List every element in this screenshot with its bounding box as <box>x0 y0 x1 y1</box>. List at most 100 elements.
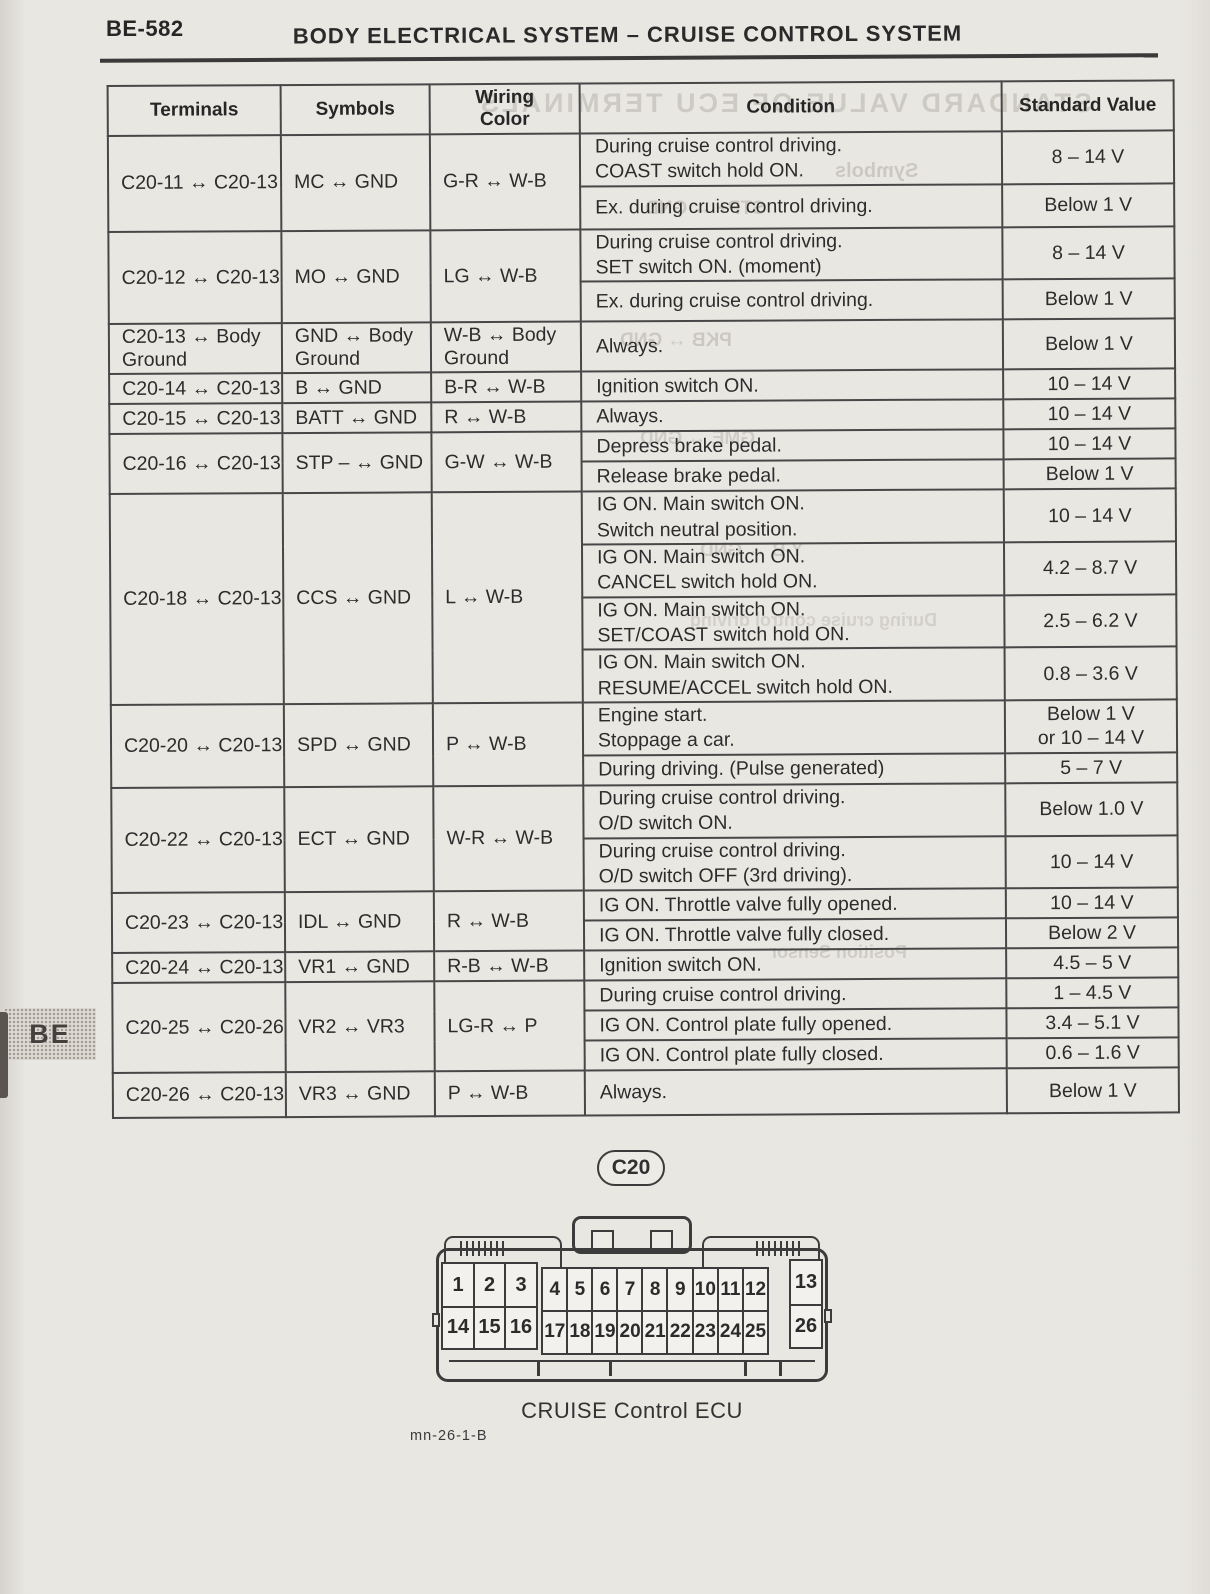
pin-cell: 2 <box>472 1262 507 1308</box>
pin-cell: 6 <box>591 1267 619 1312</box>
base-notch <box>779 1362 782 1376</box>
figure-caption: CRUISE Control ECU <box>521 1398 743 1423</box>
pin-cell: 25 <box>741 1309 770 1355</box>
condition-cell: Ex. during cruise control driving. <box>580 279 1003 322</box>
standard-value-cell: Below 1 V <box>1002 318 1176 370</box>
col-header-wiring-color: Wiring Color <box>429 83 580 135</box>
pin-cell: 17 <box>541 1309 569 1355</box>
pin-cell: 18 <box>566 1309 594 1355</box>
base-notch <box>609 1362 612 1376</box>
standard-value-cell: 10 – 14 V <box>1003 368 1176 400</box>
terminals-cell: C20-16 ↔ C20-13 <box>109 433 283 495</box>
symbols-cell: CCS ↔ GND <box>282 492 433 705</box>
symbols-cell: STP – ↔ GND <box>282 432 432 494</box>
condition-cell: During cruise control driving. <box>584 978 1007 1011</box>
base-notch <box>744 1362 747 1376</box>
standard-value-cell: 4.2 – 8.7 V <box>1003 541 1177 596</box>
terminals-cell: C20-23 ↔ C20-13 <box>111 892 286 954</box>
pin-cell: 26 <box>789 1303 823 1349</box>
symbols-cell: IDL ↔ GND <box>284 891 435 953</box>
standard-value-cell: 1 – 4.5 V <box>1006 977 1179 1009</box>
table-row: C20-18 ↔ C20-13 CCS ↔ GND L ↔ W-B IG ON.… <box>109 488 1176 706</box>
base-notch <box>537 1362 540 1376</box>
standard-value-cell: Below 1 V <box>1006 1067 1179 1114</box>
symbols-cell: VR1 ↔ GND <box>285 951 435 983</box>
condition-cell: IG ON. Main switch ON. SET/COAST switch … <box>582 595 1005 650</box>
pin-cell: 23 <box>691 1309 720 1355</box>
pin-cell: 8 <box>641 1267 669 1312</box>
pin-cell: 16 <box>504 1305 538 1350</box>
wiring-color-cell: LG-R ↔ P <box>434 980 585 1072</box>
connector-base <box>449 1360 815 1376</box>
page-code: BE-582 <box>106 16 184 41</box>
standard-value-cell: Below 1 V or 10 – 14 V <box>1004 699 1178 754</box>
condition-cell: Depress brake pedal. <box>581 429 1004 462</box>
pin-cell: 7 <box>616 1267 644 1312</box>
condition-cell: IG ON. Throttle valve fully opened. <box>583 888 1006 921</box>
table-row: C20-13 ↔ Body Ground GND ↔ Body Ground W… <box>108 318 1176 375</box>
pin-cell: 15 <box>472 1305 507 1350</box>
condition-cell: IG ON. Main switch ON. Switch neutral po… <box>581 489 1004 545</box>
standard-value-cell: 8 – 14 V <box>1002 226 1175 280</box>
table-header-row: Terminals Symbols Wiring Color Condition… <box>107 80 1174 137</box>
col-header-symbols: Symbols <box>280 84 430 136</box>
symbols-cell: MC ↔ GND <box>280 134 431 231</box>
table-row: C20-20 ↔ C20-13 SPD ↔ GND P ↔ W-B Engine… <box>110 699 1178 788</box>
standard-value-cell: 10 – 14 V <box>1003 398 1176 430</box>
standard-value-cell: Below 1 V <box>1002 278 1175 320</box>
wiring-color-cell: R ↔ W-B <box>431 401 582 433</box>
condition-cell: Ex. during cruise control driving. <box>580 184 1003 230</box>
condition-cell: IG ON. Control plate fully closed. <box>584 1038 1007 1071</box>
wiring-color-cell: P ↔ W-B <box>432 702 584 787</box>
symbols-cell: B ↔ GND <box>282 372 432 404</box>
condition-cell: During cruise control driving. O/D switc… <box>583 783 1006 839</box>
connector-side-notch <box>824 1309 832 1323</box>
connector-body: 1 2 3 14 15 16 4 5 6 7 8 9 10 11 12 <box>432 1248 832 1382</box>
terminals-cell: C20-20 ↔ C20-13 <box>110 704 285 788</box>
wiring-color-cell: P ↔ W-B <box>434 1070 585 1117</box>
standard-value-cell: 10 – 14 V <box>1005 834 1178 889</box>
wiring-color-cell: W-R ↔ W-B <box>433 785 584 892</box>
wiring-color-cell: G-R ↔ W-B <box>429 133 581 231</box>
pin-cell: 4 <box>541 1267 569 1312</box>
terminals-cell: C20-11 ↔ C20-13 <box>107 135 282 232</box>
symbols-cell: VR3 ↔ GND <box>285 1071 435 1118</box>
condition-cell: During cruise control driving. O/D switc… <box>583 835 1006 891</box>
pin-group-middle: 4 5 6 7 8 9 10 11 12 17 18 19 20 21 22 2… <box>541 1267 770 1355</box>
table-row: C20-11 ↔ C20-13 MC ↔ GND G-R ↔ W-B Durin… <box>107 130 1175 232</box>
mount-tab-slot <box>591 1230 614 1250</box>
pin-cell: 10 <box>691 1267 720 1312</box>
section-tab-label: BE <box>29 1018 71 1049</box>
standard-value-cell: 8 – 14 V <box>1001 130 1175 185</box>
condition-cell: During cruise control driving. SET switc… <box>580 227 1003 282</box>
condition-cell: Ignition switch ON. <box>581 369 1004 402</box>
pin-cell: 24 <box>716 1309 745 1355</box>
col-header-standard-value: Standard Value <box>1001 80 1174 132</box>
pin-cell: 21 <box>641 1309 669 1355</box>
standard-value-cell: 2.5 – 6.2 V <box>1004 594 1177 648</box>
pin-cell: 14 <box>441 1305 475 1350</box>
pin-group-right: 13 26 <box>789 1259 823 1349</box>
terminals-cell: C20-24 ↔ C20-13 <box>112 952 286 984</box>
page-title: BODY ELECTRICAL SYSTEM – CRUISE CONTROL … <box>292 20 963 49</box>
symbols-cell: GND ↔ Body Ground <box>281 322 432 374</box>
terminals-cell: C20-15 ↔ C20-13 <box>109 403 283 435</box>
terminals-cell: C20-12 ↔ C20-13 <box>108 230 282 325</box>
condition-cell: During cruise control driving. COAST swi… <box>579 131 1003 187</box>
condition-cell: IG ON. Throttle valve fully closed. <box>583 918 1007 951</box>
condition-cell: Release brake pedal. <box>581 459 1004 492</box>
pin-cell: 5 <box>566 1267 594 1312</box>
condition-cell: Always. <box>584 1068 1007 1116</box>
condition-cell: IG ON. Control plate fully opened. <box>584 1008 1007 1041</box>
symbols-cell: MO ↔ GND <box>281 230 431 324</box>
connector-side-notch <box>432 1313 440 1327</box>
figure-code: mn-26-1-B <box>410 1428 488 1444</box>
title-divider <box>99 53 1159 63</box>
terminals-cell: C20-13 ↔ Body Ground <box>108 323 283 375</box>
condition-cell: Ignition switch ON. <box>584 948 1007 981</box>
wiring-color-cell: R-B ↔ W-B <box>434 950 585 982</box>
pin-cell: 11 <box>716 1267 745 1312</box>
standard-value-cell: 10 – 14 V <box>1003 428 1176 460</box>
section-tab-be: BE <box>4 1008 96 1060</box>
